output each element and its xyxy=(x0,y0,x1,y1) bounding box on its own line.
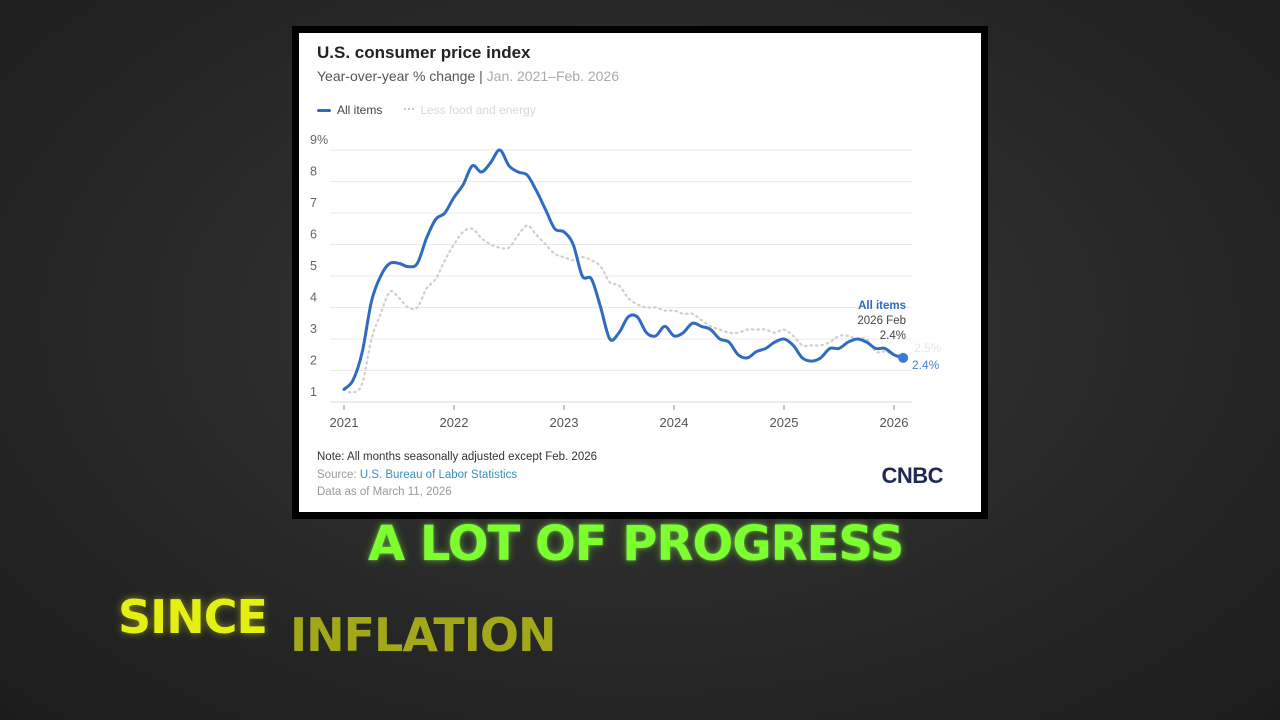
y-tick-label: 9% xyxy=(310,133,328,147)
annotation: All items 2026 Feb 2.4% 2.5% 2.4% xyxy=(857,300,941,372)
cnbc-logo: CNBC xyxy=(881,463,943,489)
x-axis-ticks: 2021 2022 2023 2024 2025 2026 xyxy=(330,405,909,430)
x-tick-label: 2021 xyxy=(330,415,359,430)
y-tick-label: 1 xyxy=(310,385,317,399)
dotted-line-icon xyxy=(404,107,415,113)
y-tick-label: 2 xyxy=(310,354,317,368)
chart-title: U.S. consumer price index xyxy=(317,43,531,62)
subtitle-main: Year-over-year % change xyxy=(317,68,476,84)
y-tick-label: 4 xyxy=(310,291,317,305)
source-link[interactable]: U.S. Bureau of Labor Statistics xyxy=(359,469,518,481)
annotation-date: 2026 Feb xyxy=(857,315,906,327)
caption-word-inflation: INFLATION xyxy=(290,608,556,662)
legend-item-all-items[interactable]: All items xyxy=(317,103,382,117)
annotation-value: 2.4% xyxy=(880,330,906,342)
subtitle-separator: | xyxy=(475,68,487,84)
y-tick-label: 7 xyxy=(310,196,317,210)
y-tick-label: 8 xyxy=(310,165,317,179)
legend-label: Less food and energy xyxy=(420,103,536,117)
annotation-series: All items xyxy=(858,300,906,312)
x-tick-label: 2025 xyxy=(770,415,799,430)
caption-word-since: SINCE xyxy=(118,590,268,644)
x-tick-label: 2022 xyxy=(440,415,469,430)
legend-label: All items xyxy=(337,103,383,117)
series-line-all-items xyxy=(342,148,905,391)
x-tick-label: 2024 xyxy=(660,415,689,430)
end-label-all-items: 2.4% xyxy=(912,358,940,372)
plot-area: 9% 8 7 6 5 4 3 2 1 2021 2022 2023 2024 2025 2026 All … xyxy=(310,133,942,430)
end-label-core: 2.5% xyxy=(914,341,942,355)
data-as-of: Data as of March 11, 2026 xyxy=(317,486,452,498)
chart-card: U.S. consumer price index Year-over-year… xyxy=(299,33,981,512)
y-tick-label: 6 xyxy=(310,228,317,242)
chart-note: Note: All months seasonally adjusted exc… xyxy=(317,451,598,463)
series-line-core xyxy=(342,224,905,394)
x-tick-label: 2023 xyxy=(550,415,579,430)
x-tick-label: 2026 xyxy=(880,415,909,430)
y-tick-label: 3 xyxy=(310,322,317,336)
solid-line-icon xyxy=(317,108,331,112)
source-prefix: Source: xyxy=(317,469,360,481)
chart-frame: U.S. consumer price index Year-over-year… xyxy=(292,26,988,519)
caption-line-1: A LOT OF PROGRESS xyxy=(368,516,904,572)
y-axis-ticks: 9% 8 7 6 5 4 3 2 1 xyxy=(310,133,328,399)
y-tick-label: 5 xyxy=(310,259,317,273)
gridlines xyxy=(330,149,912,403)
subtitle-range: Jan. 2021–Feb. 2026 xyxy=(486,68,620,84)
legend-item-core[interactable]: Less food and energy xyxy=(404,103,536,117)
chart-source: Source: U.S. Bureau of Labor Statistics xyxy=(317,469,517,481)
chart-subtitle: Year-over-year % change | Jan. 2021–Feb.… xyxy=(317,68,619,84)
chart-legend: All items Less food and energy xyxy=(317,103,536,117)
logo-text: CNBC xyxy=(881,463,943,488)
endpoint-marker[interactable] xyxy=(898,352,909,363)
